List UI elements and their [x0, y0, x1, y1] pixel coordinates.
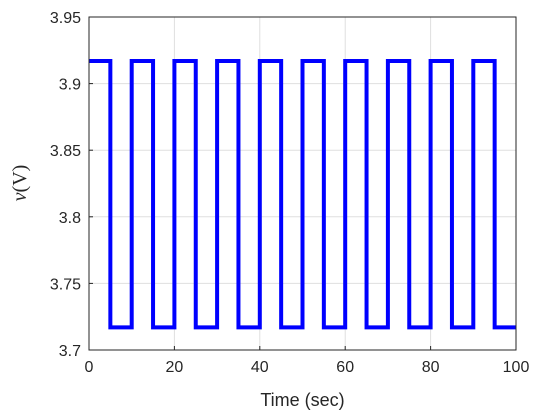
plot-frame	[88, 16, 517, 351]
x-tick-label: 0	[85, 359, 94, 376]
y-axis-label: v(V)	[9, 165, 31, 202]
axis-ticks	[88, 16, 517, 351]
x-tick-label: 100	[503, 359, 530, 376]
x-tick-label: 60	[336, 359, 354, 376]
x-tick-label: 80	[422, 359, 440, 376]
y-tick-label: 3.95	[50, 10, 81, 27]
y-tick-label: 3.9	[59, 77, 81, 94]
y-tick-label: 3.7	[59, 343, 81, 360]
y-tick-label: 3.75	[50, 276, 81, 293]
y-tick-labels: 3.7 3.75 3.8 3.85 3.9 3.95	[50, 10, 81, 360]
x-axis-label: Time (sec)	[260, 390, 344, 410]
x-tick-labels: 0 20 40 60 80 100	[85, 359, 530, 376]
y-tick-label: 3.85	[50, 143, 81, 160]
y-tick-label: 3.8	[59, 210, 81, 227]
voltage-series-line	[89, 58, 516, 330]
x-tick-label: 40	[251, 359, 269, 376]
x-tick-label: 20	[166, 359, 184, 376]
